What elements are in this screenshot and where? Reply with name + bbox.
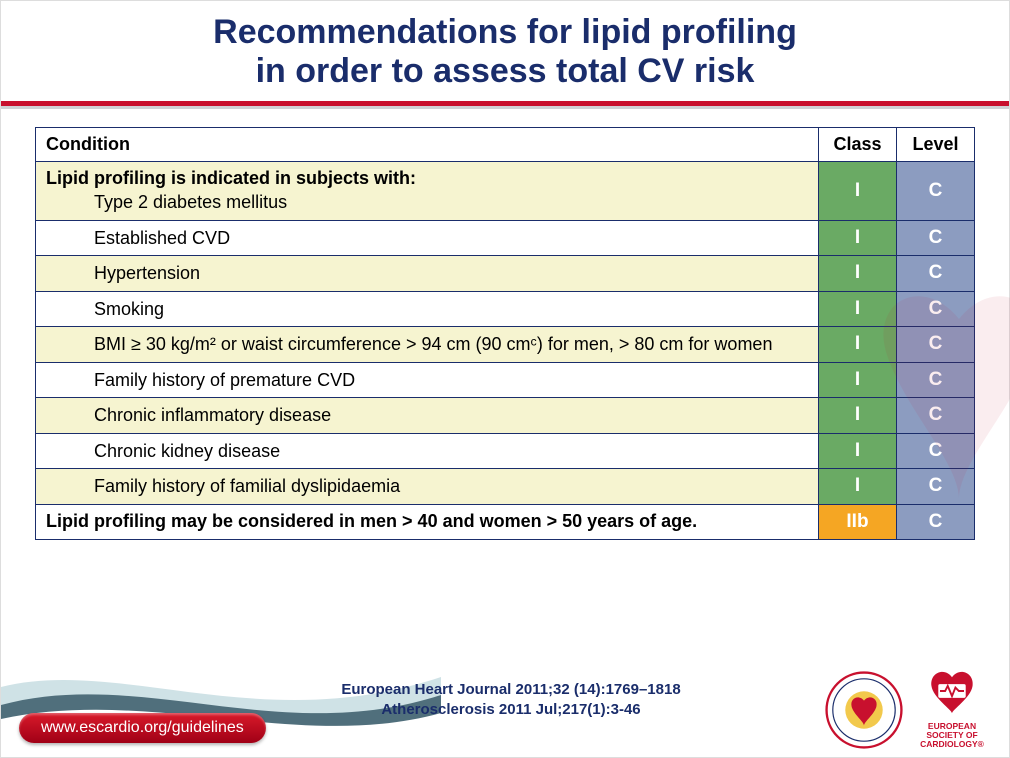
condition-cell: BMI ≥ 30 kg/m² or waist circumference > …	[36, 327, 819, 363]
guidelines-url-badge: www.escardio.org/guidelines	[19, 713, 266, 743]
recommendations-table: Condition Class Level Lipid profiling is…	[35, 127, 975, 540]
title-line-2: in order to assess total CV risk	[256, 52, 755, 90]
table-row: Smoking IC	[36, 291, 975, 327]
level-cell: C	[897, 220, 975, 256]
table-row: Chronic kidney disease IC	[36, 433, 975, 469]
header-condition: Condition	[36, 128, 819, 162]
esc-logo-text-3: CARDIOLOGY®	[913, 740, 991, 749]
citation-line-2: Atherosclerosis 2011 Jul;217(1):3-46	[381, 701, 640, 718]
esc-heart-icon	[926, 667, 978, 715]
condition-cell: Chronic inflammatory disease	[36, 398, 819, 434]
condition-text: Chronic kidney disease	[46, 440, 808, 463]
level-cell: C	[897, 433, 975, 469]
esc-logo: EUROPEAN SOCIETY OF CARDIOLOGY®	[913, 667, 991, 749]
table-row: Lipid profiling is indicated in subjects…	[36, 162, 975, 221]
title-line-1: Recommendations for lipid profiling	[213, 13, 797, 51]
citation: European Heart Journal 2011;32 (14):1769…	[281, 680, 741, 719]
level-cell: C	[897, 398, 975, 434]
table-row: Established CVD IC	[36, 220, 975, 256]
condition-cell: Family history of familial dyslipidaemia	[36, 469, 819, 505]
table-row: Family history of premature CVD IC	[36, 362, 975, 398]
class-cell: I	[819, 469, 897, 505]
table-row: BMI ≥ 30 kg/m² or waist circumference > …	[36, 327, 975, 363]
class-cell: I	[819, 398, 897, 434]
atherosclerosis-society-seal-icon	[825, 671, 903, 749]
condition-text: Smoking	[46, 298, 808, 321]
slide-title: Recommendations for lipid profiling in o…	[1, 1, 1009, 97]
level-cell: C	[897, 362, 975, 398]
recommendations-table-wrap: Condition Class Level Lipid profiling is…	[1, 109, 1009, 540]
logos: EUROPEAN SOCIETY OF CARDIOLOGY®	[825, 667, 991, 749]
footer-condition-cell: Lipid profiling may be considered in men…	[36, 504, 819, 539]
table-row: Hypertension IC	[36, 256, 975, 292]
header-level: Level	[897, 128, 975, 162]
table-row: Chronic inflammatory disease IC	[36, 398, 975, 434]
conditions-intro-header: Lipid profiling is indicated in subjects…	[46, 168, 808, 189]
condition-text: Family history of premature CVD	[46, 369, 808, 392]
class-cell: I	[819, 327, 897, 363]
condition-text: Type 2 diabetes mellitus	[46, 191, 808, 214]
level-cell: C	[897, 256, 975, 292]
class-cell: IIb	[819, 504, 897, 539]
level-cell: C	[897, 291, 975, 327]
level-cell: C	[897, 327, 975, 363]
class-cell: I	[819, 162, 897, 221]
class-cell: I	[819, 220, 897, 256]
slide: Recommendations for lipid profiling in o…	[0, 0, 1010, 758]
condition-cell: Chronic kidney disease	[36, 433, 819, 469]
condition-cell: Lipid profiling is indicated in subjects…	[36, 162, 819, 221]
level-cell: C	[897, 162, 975, 221]
table-footer-row: Lipid profiling may be considered in men…	[36, 504, 975, 539]
level-cell: C	[897, 504, 975, 539]
class-cell: I	[819, 433, 897, 469]
condition-text: BMI ≥ 30 kg/m² or waist circumference > …	[46, 333, 808, 356]
class-cell: I	[819, 362, 897, 398]
condition-cell: Hypertension	[36, 256, 819, 292]
condition-cell: Smoking	[36, 291, 819, 327]
table-row: Family history of familial dyslipidaemia…	[36, 469, 975, 505]
table-header-row: Condition Class Level	[36, 128, 975, 162]
condition-text: Chronic inflammatory disease	[46, 404, 808, 427]
condition-text: Family history of familial dyslipidaemia	[46, 475, 808, 498]
class-cell: I	[819, 291, 897, 327]
condition-text: Hypertension	[46, 262, 808, 285]
level-cell: C	[897, 469, 975, 505]
footer-area: European Heart Journal 2011;32 (14):1769…	[1, 642, 1009, 757]
header-class: Class	[819, 128, 897, 162]
condition-cell: Established CVD	[36, 220, 819, 256]
condition-text: Established CVD	[46, 227, 808, 250]
class-cell: I	[819, 256, 897, 292]
condition-cell: Family history of premature CVD	[36, 362, 819, 398]
guidelines-url-text: www.escardio.org/guidelines	[41, 719, 244, 736]
citation-line-1: European Heart Journal 2011;32 (14):1769…	[341, 681, 680, 698]
